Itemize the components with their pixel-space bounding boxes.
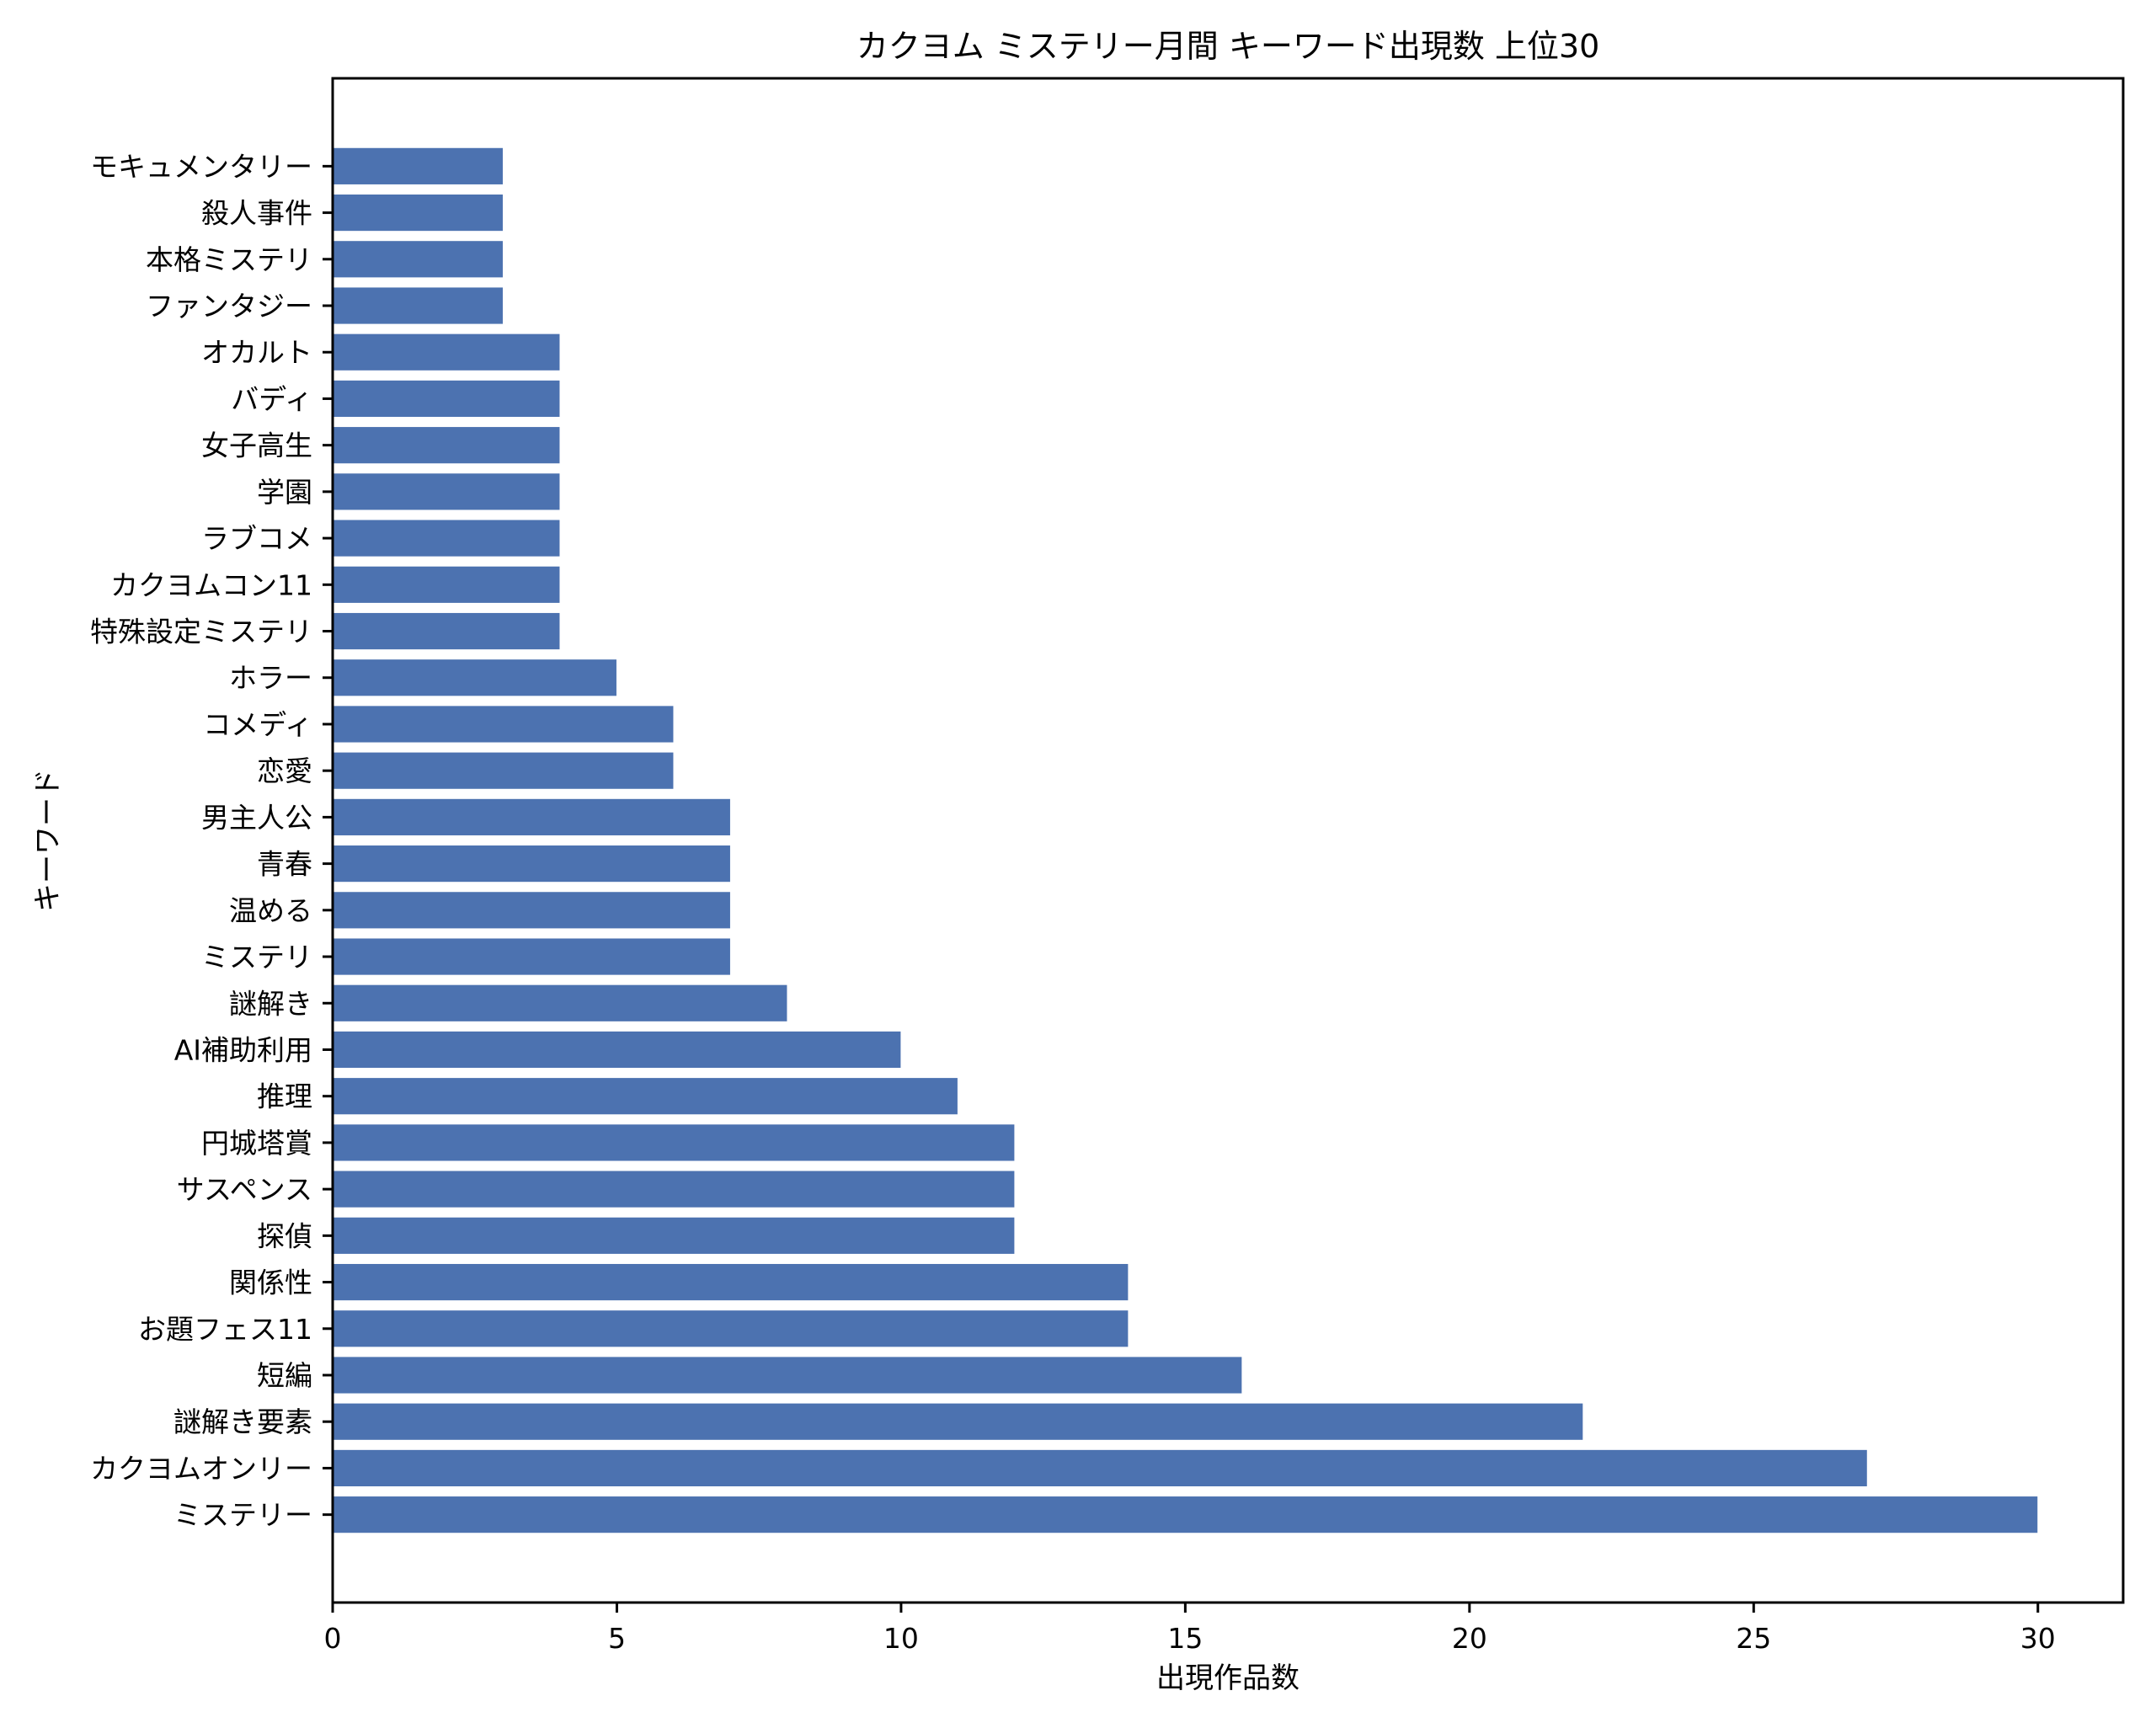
- y-tick-label: サスペンス: [177, 1173, 312, 1206]
- axes-frame: [331, 77, 2125, 1604]
- bar: [332, 519, 561, 557]
- bar: [332, 611, 561, 651]
- x-tick-label: 25: [1736, 1622, 1771, 1655]
- y-tick-label: 殺人事件: [201, 197, 312, 230]
- x-tick-label: 20: [1452, 1622, 1487, 1655]
- bar: [332, 1448, 1868, 1488]
- y-tick-label: コメディ: [203, 708, 312, 741]
- bar: [332, 333, 561, 371]
- y-tick-label: カクヨムオンリー: [90, 1452, 312, 1485]
- bar: [332, 891, 731, 930]
- bar: [332, 147, 504, 185]
- bar: [332, 1077, 958, 1116]
- y-tick-label: ラブコメ: [201, 522, 312, 555]
- y-tick-label: 温める: [229, 894, 312, 927]
- bar: [332, 1309, 1129, 1348]
- bar: [332, 286, 504, 325]
- y-tick-label: 円城塔賞: [201, 1127, 312, 1160]
- bar: [332, 1496, 2039, 1534]
- x-tick-label: 0: [324, 1622, 342, 1655]
- y-tick-label: 青春: [257, 848, 312, 881]
- y-axis-ticks: ミステリー カクヨムオンリー 謎解き要素 短編 お題フェス11 関係性 探偵 サスペンス 円城塔…: [90, 150, 333, 1532]
- y-axis-label: キーワード: [31, 769, 65, 912]
- bar: [332, 797, 731, 836]
- bar: [332, 705, 675, 744]
- y-tick-label: ホラー: [229, 662, 312, 695]
- x-tick-label: 15: [1167, 1622, 1203, 1655]
- chart-title: カクヨム ミステリー月間 キーワード出現数 上位30: [857, 28, 1600, 65]
- bar: [332, 1030, 902, 1069]
- bar: [332, 565, 561, 604]
- y-tick-label: 短編: [257, 1359, 312, 1392]
- bar: [332, 426, 561, 465]
- bar: [332, 659, 617, 697]
- bar: [332, 937, 731, 976]
- x-axis-ticks: 0 5 10 15 20 25 30: [324, 1603, 2056, 1655]
- y-tick-label: 推理: [257, 1080, 312, 1113]
- x-tick-label: 30: [2020, 1622, 2056, 1655]
- y-tick-label: オカルト: [201, 336, 312, 369]
- y-tick-label: ファンタジー: [146, 290, 312, 323]
- y-tick-label: 本格ミステリ: [146, 243, 312, 276]
- y-tick-label: バディ: [231, 382, 312, 415]
- bar: [332, 1356, 1243, 1395]
- y-tick-label: カクヨムコン11: [110, 568, 312, 601]
- x-tick-label: 5: [608, 1622, 626, 1655]
- bar: [332, 1123, 1016, 1162]
- x-axis-label: 出現作品数: [1156, 1661, 1299, 1695]
- bar: [332, 845, 731, 883]
- bar: [332, 472, 561, 511]
- bar: [332, 193, 504, 232]
- y-tick-label: 女子高生: [201, 429, 312, 462]
- y-tick-label: 関係性: [229, 1267, 312, 1299]
- y-tick-label: ミステリー: [173, 1499, 312, 1532]
- y-tick-label: 探偵: [257, 1219, 312, 1252]
- bar: [332, 1262, 1129, 1302]
- bars-group: [332, 147, 2039, 1534]
- y-tick-label: ミステリ: [201, 941, 312, 973]
- y-tick-label: お題フェス11: [138, 1313, 312, 1346]
- bar: [332, 1170, 1016, 1208]
- bar: [332, 751, 675, 790]
- y-tick-label: AI補助利用: [174, 1033, 312, 1066]
- y-tick-label: モキュメンタリー: [90, 150, 312, 183]
- bar: [332, 379, 561, 419]
- y-tick-label: 特殊設定ミステリ: [90, 616, 312, 648]
- bar: [332, 1216, 1016, 1255]
- y-tick-label: 男主人公: [201, 801, 312, 834]
- y-tick-label: 謎解き: [229, 987, 312, 1020]
- y-tick-label: 恋愛: [257, 755, 312, 787]
- y-tick-label: 謎解き要素: [173, 1405, 312, 1438]
- bar: [332, 240, 504, 279]
- bar: [332, 1402, 1584, 1441]
- bar: [332, 984, 788, 1022]
- y-tick-label: 学園: [257, 476, 312, 509]
- x-tick-label: 10: [883, 1622, 919, 1655]
